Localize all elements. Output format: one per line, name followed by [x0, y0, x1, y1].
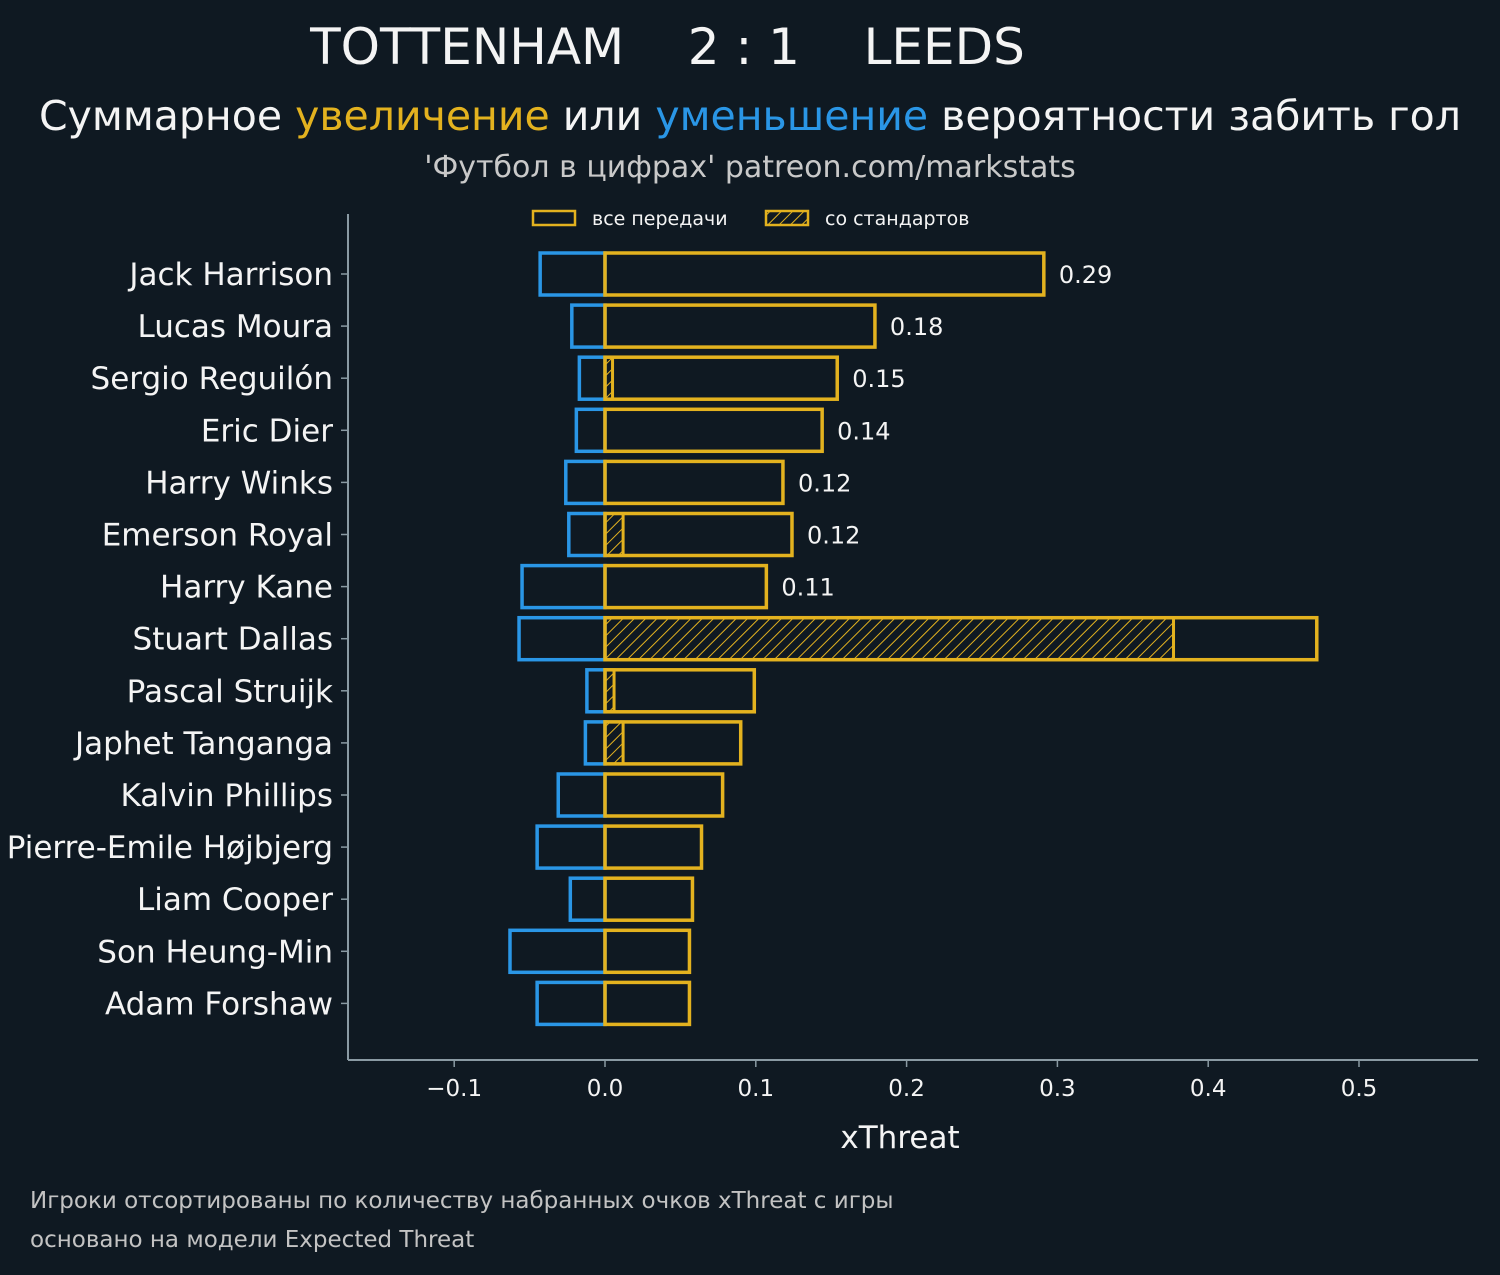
- bar-decrease-stuart-dallas: [517, 615, 607, 662]
- bar-increase-pascal-struijk: [603, 668, 757, 714]
- bar-decrease-emerson-royal: [567, 511, 607, 558]
- bar-decrease-kalvin-phillips: [556, 772, 607, 818]
- value-label-jack-harrison: 0.29: [1059, 261, 1112, 289]
- bar-decrease-japhet-tanganga: [583, 720, 607, 766]
- bar-decrease-lucas-moura: [570, 303, 607, 349]
- y-tick-label-kalvin-phillips: Kalvin Phillips: [121, 778, 333, 814]
- legend-label-set-pieces: со стандартов: [825, 208, 969, 230]
- y-tick-label-pierre-emile-h-jbjerg: Pierre-Emile Højbjerg: [7, 830, 333, 866]
- y-tick-label-pascal-struijk: Pascal Struijk: [127, 674, 333, 710]
- legend-swatch-all-passes: [531, 209, 577, 227]
- x-tick-label: 0.1: [738, 1076, 775, 1102]
- value-label-eric-dier: 0.14: [837, 417, 890, 445]
- footnote-model: основано на модели Expected Threat: [30, 1227, 475, 1253]
- bar-increase-adam-forshaw: [603, 980, 692, 1027]
- chart-title: TOTTENHAM 2 : 1 LEEDS: [310, 18, 1025, 76]
- subtitle-prefix: Суммарное: [39, 92, 296, 140]
- bar-increase-liam-cooper: [603, 876, 695, 922]
- bar-decrease-son-heung-min: [508, 928, 607, 975]
- bar-increase-harry-kane: [603, 563, 769, 610]
- bar-increase-lucas-moura: [603, 303, 877, 349]
- subtitle-increase-word: увеличение: [295, 92, 550, 140]
- legend-swatch-set-pieces: [764, 209, 810, 227]
- bar-decrease-adam-forshaw: [535, 980, 607, 1027]
- value-label-lucas-moura: 0.18: [890, 313, 943, 341]
- bar-decrease-harry-winks: [564, 459, 607, 506]
- footnote-sorting: Игроки отсортированы по количеству набра…: [30, 1188, 894, 1214]
- source-credit: 'Футбол в цифрах' patreon.com/markstats: [424, 150, 1076, 185]
- bar-decrease-pierre-emile-h-jbjerg: [535, 824, 607, 870]
- bar-increase-eric-dier: [603, 407, 824, 454]
- value-label-sergio-reguilo-n: 0.15: [852, 365, 905, 393]
- bar-decrease-liam-cooper: [568, 876, 607, 922]
- bar-increase-harry-winks: [603, 459, 785, 506]
- bar-set-pieces-japhet-tanganga: [603, 720, 625, 766]
- y-tick-label-jack-harrison: Jack Harrison: [127, 257, 333, 293]
- bar-set-pieces-stuart-dallas: [603, 616, 1176, 662]
- x-tick-label: 0.2: [888, 1076, 925, 1102]
- y-tick-label-liam-cooper: Liam Cooper: [137, 882, 333, 918]
- bar-decrease-eric-dier: [574, 407, 607, 454]
- bar-increase-jack-harrison: [603, 251, 1046, 297]
- x-axis-label: xThreat: [840, 1120, 959, 1156]
- value-label-emerson-royal: 0.12: [807, 522, 860, 550]
- bar-decrease-pascal-struijk: [585, 668, 607, 714]
- y-tick-label-sergio-reguilo-n: Sergio Reguilón: [91, 361, 333, 397]
- bar-increase-stuart-dallas: [603, 615, 1319, 662]
- bar-decrease-sergio-reguilo-n: [577, 355, 607, 401]
- bar-increase-son-heung-min: [603, 928, 692, 975]
- x-tick-label: −0.1: [426, 1076, 482, 1102]
- subtitle-suffix: вероятности забить гол: [928, 92, 1461, 140]
- bar-increase-sergio-reguilo-n: [603, 355, 839, 401]
- x-tick-label: 0.4: [1190, 1076, 1227, 1102]
- y-tick-label-stuart-dallas: Stuart Dallas: [133, 622, 333, 658]
- x-tick-label: 0.0: [587, 1076, 624, 1102]
- y-tick-label-harry-winks: Harry Winks: [145, 465, 333, 501]
- y-tick-label-eric-dier: Eric Dier: [201, 413, 333, 449]
- subtitle-middle: или: [549, 92, 656, 140]
- subtitle-decrease-word: уменьшение: [655, 92, 929, 140]
- x-tick-label: 0.5: [1341, 1076, 1378, 1102]
- legend-label-all-passes: все передачи: [592, 208, 728, 230]
- bar-increase-emerson-royal: [603, 511, 794, 558]
- bar-increase-pierre-emile-h-jbjerg: [603, 824, 704, 870]
- y-tick-label-adam-forshaw: Adam Forshaw: [105, 986, 333, 1022]
- y-tick-label-son-heung-min: Son Heung-Min: [97, 934, 333, 970]
- y-tick-label-emerson-royal: Emerson Royal: [102, 518, 333, 554]
- y-tick-label-harry-kane: Harry Kane: [160, 570, 333, 606]
- x-tick-label: 0.3: [1039, 1076, 1076, 1102]
- xthreat-bar-chart: −0.1 0.0 0.1 0.2 0.3 0.4 0.5 xThreat все передач…: [7, 208, 1478, 1156]
- value-label-harry-kane: 0.11: [781, 574, 834, 602]
- bar-increase-japhet-tanganga: [603, 720, 743, 766]
- value-label-harry-winks: 0.12: [798, 469, 851, 497]
- bar-set-pieces-emerson-royal: [603, 512, 625, 557]
- bar-increase-kalvin-phillips: [603, 772, 725, 818]
- y-tick-label-lucas-moura: Lucas Moura: [137, 309, 333, 345]
- y-tick-label-japhet-tanganga: Japhet Tanganga: [73, 726, 333, 762]
- chart-subtitle: Суммарное увеличение или уменьшение веро…: [0, 92, 1500, 140]
- bar-decrease-jack-harrison: [538, 251, 607, 297]
- bar-decrease-harry-kane: [520, 563, 607, 610]
